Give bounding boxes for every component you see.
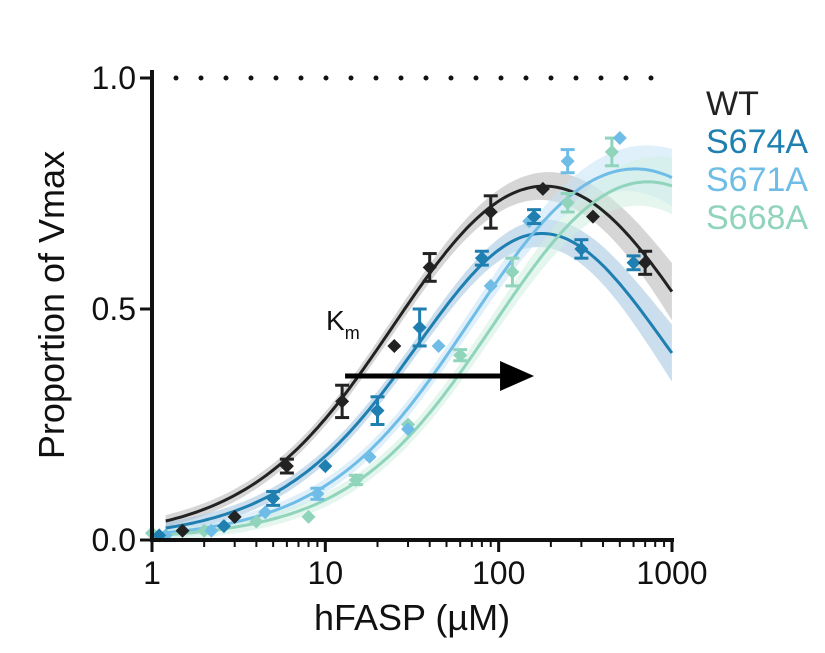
x-tick-label: 10 <box>308 555 344 591</box>
data-point-wt <box>535 181 550 196</box>
km-label-subscript: m <box>345 323 360 343</box>
data-point-s671a <box>483 278 498 293</box>
fit-curves <box>165 167 674 537</box>
fit-curve-s671a <box>165 167 673 535</box>
data-point-s671a <box>310 486 325 501</box>
data-point-s674a <box>412 320 427 335</box>
legend-item-wt: WT <box>706 85 759 123</box>
data-point-s668a <box>301 509 316 524</box>
data-point-s668a <box>197 523 212 538</box>
y-axis-title: Proportion of Vmax <box>31 151 72 459</box>
data-point-s674a <box>474 251 489 266</box>
tick-group: 1 10 100 1000 0.0 0.5 1.0 <box>92 60 708 591</box>
data-points <box>145 131 653 543</box>
data-point-s674a <box>527 209 542 224</box>
data-point-s671a <box>204 523 219 538</box>
data-point-s674a <box>266 491 281 506</box>
data-point-wt <box>585 209 600 224</box>
data-point-wt <box>227 509 242 524</box>
fit-curve-wt <box>165 184 674 523</box>
data-point-wt <box>387 338 402 353</box>
data-point-s671a <box>401 422 416 437</box>
data-point-s674a <box>216 519 231 534</box>
axes <box>150 70 674 542</box>
data-point-s668a <box>348 472 363 487</box>
x-tick-label: 1 <box>143 555 161 591</box>
data-point-s674a <box>370 403 385 418</box>
data-point-s674a <box>318 459 333 474</box>
x-tick-label: 100 <box>472 555 525 591</box>
data-point-s668a <box>560 195 575 210</box>
fit-curve-s668a <box>165 180 673 537</box>
y-tick-label: 0.0 <box>92 522 136 558</box>
data-point-wt <box>279 459 294 474</box>
data-point-s671a <box>560 154 575 169</box>
data-point-s671a <box>258 505 273 520</box>
data-point-wt <box>638 255 653 270</box>
data-point-s671a <box>612 131 627 146</box>
data-point-wt <box>335 394 350 409</box>
km-arrow-head <box>500 360 535 391</box>
data-point-wt <box>175 523 190 538</box>
legend-item-s668a: S668A <box>706 199 808 237</box>
y-tick-label: 0.5 <box>92 291 136 327</box>
x-tick-label: 1000 <box>636 555 707 591</box>
data-point-s668a <box>604 144 619 159</box>
data-point-s668a <box>453 348 468 363</box>
x-axis-title: hFASP (µM) <box>314 597 510 638</box>
km-annotation: Km <box>326 305 535 391</box>
km-label: Km <box>326 305 360 343</box>
data-point-wt <box>483 204 498 219</box>
data-point-s671a <box>362 449 377 464</box>
data-point-s674a <box>626 255 641 270</box>
y-tick-label: 1.0 <box>92 60 136 96</box>
data-point-s668a <box>505 265 520 280</box>
data-point-wt <box>422 260 437 275</box>
km-label-main: K <box>326 305 345 336</box>
fit-curve-s674a <box>165 232 674 530</box>
legend-item-s674a: S674A <box>706 123 808 161</box>
data-point-s668a <box>249 514 264 529</box>
data-point-s671a <box>431 338 446 353</box>
legend-item-s671a: S671A <box>706 161 808 199</box>
data-point-s674a <box>574 241 589 256</box>
